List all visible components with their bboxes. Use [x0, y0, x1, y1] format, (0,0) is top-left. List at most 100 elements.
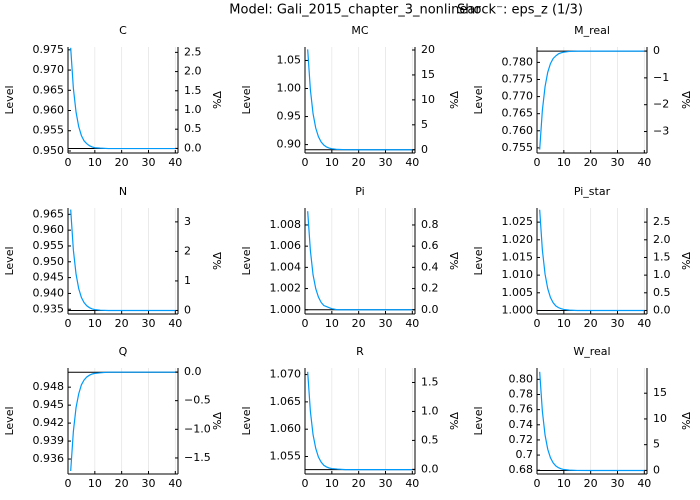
y-tick-label: 0.95 [277, 110, 302, 123]
x-tick-label: 30 [610, 156, 624, 169]
x-tick-label: 40 [405, 156, 419, 169]
y-tick-label: 0.940 [33, 286, 65, 299]
x-tick-label: 30 [610, 477, 624, 490]
y2-axis-label: %Δ [448, 252, 461, 270]
x-tick-label: 0 [534, 156, 541, 169]
y2-tick-label: 0.8 [421, 218, 439, 231]
irf-line [307, 49, 413, 151]
y-tick-label: 1.010 [502, 268, 534, 281]
x-tick-label: 0 [302, 477, 309, 490]
y2-tick-label: 0.5 [653, 286, 671, 299]
y-axis-label: Level [3, 406, 16, 435]
y2-tick-label: 0.4 [421, 260, 439, 273]
x-tick-label: 10 [88, 317, 102, 330]
y2-tick-label: 2.0 [653, 233, 671, 246]
y-tick-label: 0.945 [33, 398, 65, 411]
subplot: W_real 0 10 20 30 40 0.68 0.7 0.72 0.74 0.76 0.78 0.… [472, 345, 693, 490]
y-tick-label: 0.939 [33, 434, 65, 447]
y2-tick-label: 10 [421, 93, 435, 106]
figure-title: Model: Gali_2015_chapter_3_nonlinear [229, 3, 481, 18]
x-tick-label: 30 [378, 156, 392, 169]
y2-axis-label: %Δ [680, 252, 693, 270]
x-tick-label: 30 [610, 317, 624, 330]
x-tick-label: 30 [378, 317, 392, 330]
y-axis-label: Level [472, 406, 485, 435]
y-tick-label: 0.74 [509, 418, 534, 431]
y-tick-label: 0.770 [502, 90, 534, 103]
y2-tick-label: 2.5 [184, 45, 202, 58]
irf-line [307, 371, 413, 471]
y-tick-label: 1.000 [502, 303, 534, 316]
y-tick-label: 1.070 [270, 368, 302, 381]
y-axis-label: Level [240, 85, 253, 114]
x-tick-label: 20 [115, 477, 129, 490]
subplot-title: C [119, 24, 127, 37]
y-tick-label: 1.005 [502, 286, 534, 299]
x-tick-label: 40 [637, 477, 651, 490]
irf-line [70, 209, 176, 312]
y2-tick-label: 0.0 [184, 365, 202, 378]
x-tick-label: 10 [557, 156, 571, 169]
y-tick-label: 1.055 [270, 450, 302, 463]
subplot: M_real 0 10 20 30 40 0.755 0.760 0.765 0.770 0.775… [472, 24, 693, 169]
y2-tick-label: −2 [653, 98, 669, 111]
y2-axis-label: %Δ [680, 412, 693, 430]
y2-tick-label: 0.0 [653, 303, 671, 316]
y2-axis-label: %Δ [211, 91, 224, 109]
subplot-title: N [119, 185, 127, 198]
x-tick-label: 20 [352, 317, 366, 330]
y2-tick-label: 1 [184, 274, 191, 287]
x-tick-label: 10 [88, 477, 102, 490]
y2-tick-label: 0 [653, 44, 660, 57]
x-tick-label: 40 [405, 477, 419, 490]
y2-tick-label: 0.0 [421, 303, 439, 316]
y-tick-label: 0.765 [502, 107, 534, 120]
y2-tick-label: 2.5 [653, 215, 671, 228]
y-tick-label: 0.970 [33, 63, 65, 76]
subplot: N0 10 20 30 400.9350.9400.9450.9500.9550.960… [3, 185, 224, 330]
y-tick-label: 0.975 [33, 43, 65, 56]
y2-tick-label: 1.5 [184, 84, 202, 97]
y-tick-label: 0.950 [33, 144, 65, 157]
y2-tick-label: 10 [653, 412, 667, 425]
y-tick-label: 1.00 [277, 82, 302, 95]
y2-tick-label: −0.5 [184, 394, 211, 407]
y-tick-label: 0.960 [33, 223, 65, 236]
y-axis-label: Level [472, 246, 485, 275]
y2-axis-label: %Δ [211, 412, 224, 430]
y2-tick-label: 2.0 [184, 65, 202, 78]
x-tick-label: 10 [557, 477, 571, 490]
y-tick-label: 0.68 [509, 463, 534, 476]
x-tick-label: 10 [325, 156, 339, 169]
y2-tick-label: 15 [653, 386, 667, 399]
subplot-title: Pi_star [574, 185, 611, 198]
y-tick-label: 0.965 [33, 83, 65, 96]
y2-axis-label: %Δ [211, 252, 224, 270]
y2-tick-label: 0.5 [421, 433, 439, 446]
figure-shock: Shock⁻: eps_z (1/3) [457, 3, 583, 18]
x-tick-label: 20 [584, 317, 598, 330]
y-axis-label: Level [240, 246, 253, 275]
y-tick-label: 1.025 [502, 215, 534, 228]
y2-tick-label: 1.0 [653, 268, 671, 281]
y-axis-label: Level [3, 246, 16, 275]
y2-tick-label: 2 [184, 244, 191, 257]
subplot: MC 0 10 20 30 40 0.90 0.95 1.00 1.05 0 5 10 15 20 Level… [240, 24, 461, 169]
y-tick-label: 0.936 [33, 452, 65, 465]
x-tick-label: 20 [352, 477, 366, 490]
irf-line [539, 209, 645, 312]
y-tick-label: 0.965 [33, 207, 65, 220]
y-axis-label: Level [3, 85, 16, 114]
y2-tick-label: −1 [653, 71, 669, 84]
subplot-title: M_real [574, 24, 610, 37]
y2-tick-label: 0.0 [184, 141, 202, 154]
y-tick-label: 1.002 [270, 282, 302, 295]
x-tick-label: 20 [584, 156, 598, 169]
y2-tick-label: −3 [653, 125, 669, 138]
x-tick-label: 20 [115, 156, 129, 169]
subplot: C 0 10 20 30 40 0.950 0.955 0.960 0.965 0.970 0.975… [3, 24, 224, 169]
irf-line [307, 211, 413, 311]
y-tick-label: 0.755 [502, 141, 534, 154]
subplot-title: MC [351, 24, 368, 37]
